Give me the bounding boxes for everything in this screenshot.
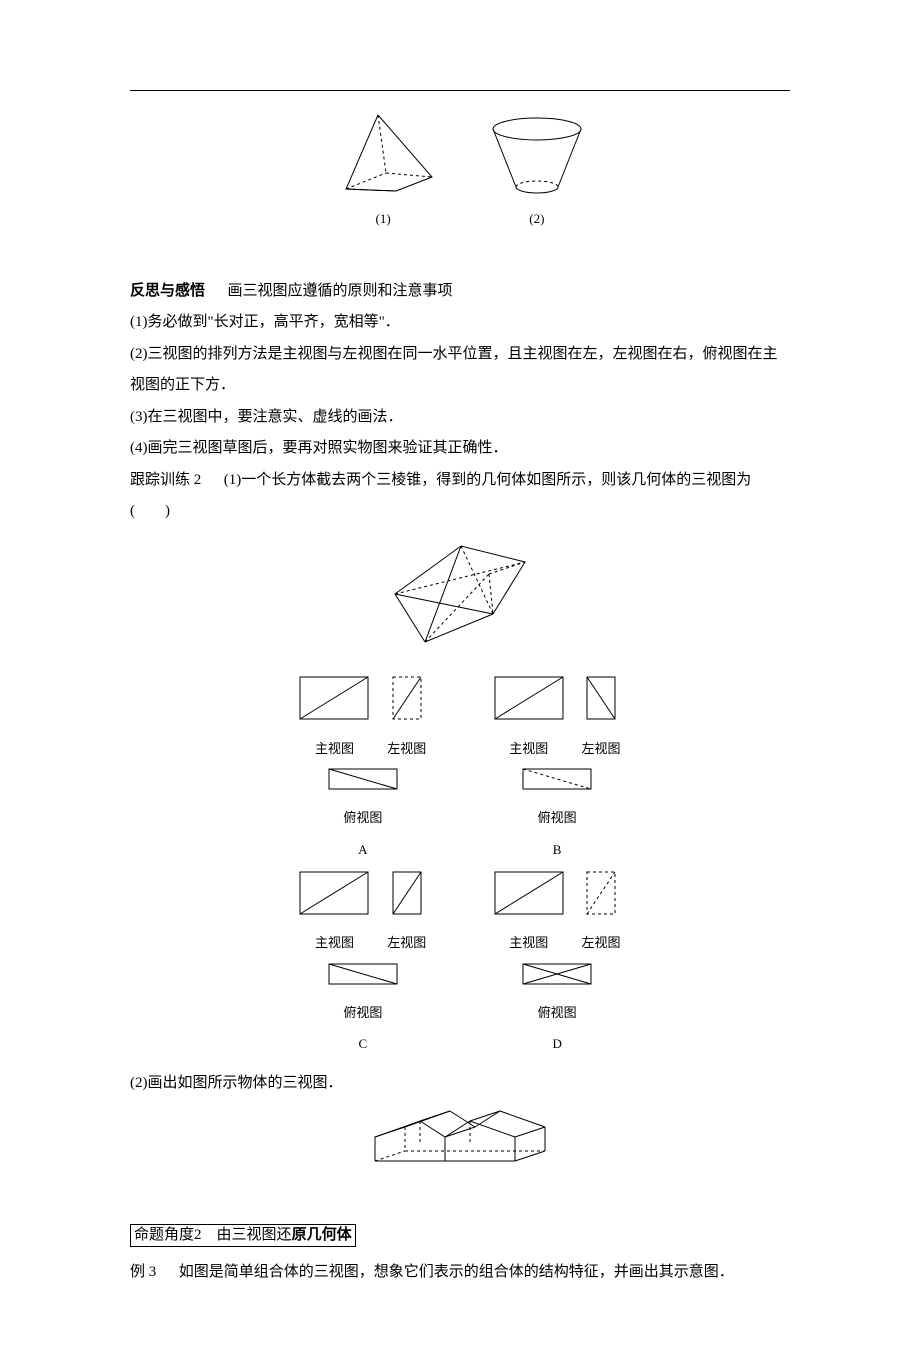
example3-label: 例 3 bbox=[130, 1264, 156, 1280]
fig1-label: (1) bbox=[328, 205, 438, 232]
page: (1) (2) 反思与感悟 画三视图应遵循的原则和注意事项 (1)务必做到"长对… bbox=[0, 0, 920, 1349]
example3-text: 如图是简单组合体的三视图，想象它们表示的组合体的结构特征，并画出其示意图． bbox=[179, 1264, 734, 1280]
reflect-item4: (4)画完三视图草图后，要再对照实物图来验证其正确性． bbox=[130, 433, 790, 465]
example3-line: 例 3 如图是简单组合体的三视图，想象它们表示的组合体的结构特征，并画出其示意图… bbox=[130, 1257, 790, 1289]
track-q2: (2)画出如图所示物体的三视图． bbox=[130, 1068, 790, 1100]
solid-figure bbox=[130, 534, 790, 667]
option-b: 主视图 左视图 俯视图 B bbox=[494, 676, 621, 863]
options-grid: 主视图 左视图 俯视图 A bbox=[130, 676, 790, 1058]
top-figures: (1) (2) bbox=[130, 111, 790, 236]
frustum-icon bbox=[482, 111, 592, 201]
option-d: 主视图 左视图 俯视图 D bbox=[494, 871, 621, 1058]
object-figure bbox=[130, 1107, 790, 1190]
track-q1-line: 跟踪训练 2 (1)一个长方体截去两个三棱锥，得到的几何体如图所示，则该几何体的… bbox=[130, 465, 790, 528]
reflect-item2: (2)三视图的排列方法是主视图与左视图在同一水平位置，且主视图在左，左视图在右，… bbox=[130, 339, 790, 402]
track-label: 跟踪训练 2 bbox=[130, 472, 201, 488]
reflect-item1: (1)务必做到"长对正，高平齐，宽相等"． bbox=[130, 307, 790, 339]
option-c: 主视图 左视图 俯视图 C bbox=[299, 871, 426, 1058]
section-box: 命题角度2 由三视图还原几何体 bbox=[130, 1224, 356, 1247]
reflect-lead: 画三视图应遵循的原则和注意事项 bbox=[228, 283, 453, 299]
reflect-line: 反思与感悟 画三视图应遵循的原则和注意事项 bbox=[130, 276, 790, 308]
fig2-label: (2) bbox=[482, 205, 592, 232]
block-icon bbox=[365, 1107, 555, 1177]
option-a: 主视图 左视图 俯视图 A bbox=[299, 676, 426, 863]
top-rule bbox=[130, 90, 790, 91]
track-q1: (1)一个长方体截去两个三棱锥，得到的几何体如图所示，则该几何体的三视图为( ) bbox=[130, 472, 751, 520]
reflect-heading: 反思与感悟 bbox=[130, 283, 205, 299]
cut-cuboid-icon bbox=[375, 534, 545, 654]
pyramid-icon bbox=[328, 111, 438, 201]
reflect-item3: (3)在三视图中，要注意实、虚线的画法． bbox=[130, 402, 790, 434]
